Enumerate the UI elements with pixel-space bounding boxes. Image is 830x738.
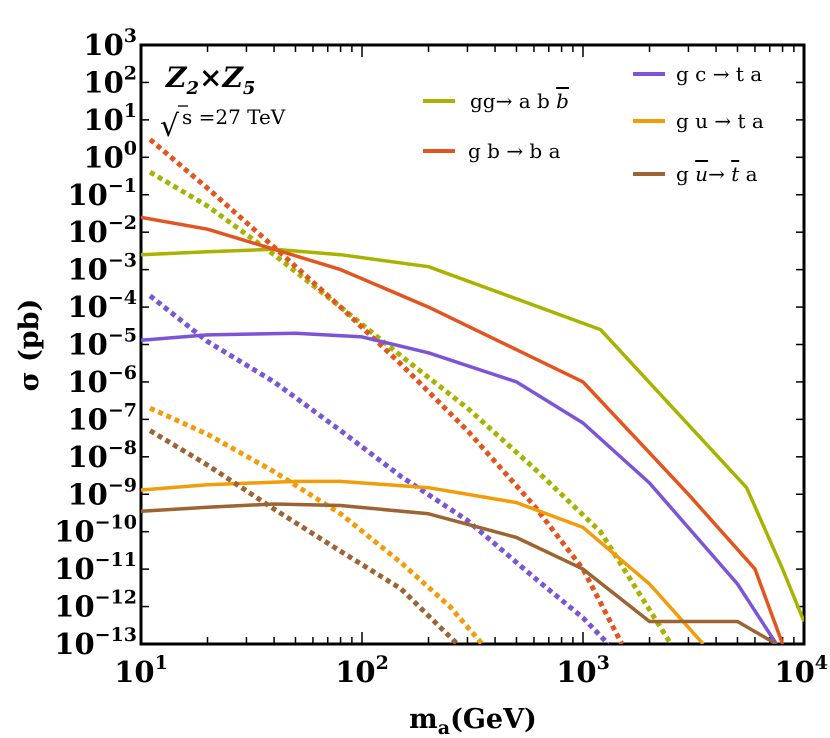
y-tick-labels: 10310210110010−110−210−310−410−510−610−7… [54, 25, 137, 661]
series-line-dotted [150, 431, 457, 644]
y-tick-label: 10−9 [68, 474, 138, 511]
y-tick-label: 10−5 [68, 325, 138, 362]
y-axis-title: σ (pb) [14, 299, 45, 392]
series-line-solid [141, 249, 804, 621]
legend-label: g b → b a [468, 139, 561, 163]
y-tick-label: 10−7 [68, 399, 138, 436]
y-tick-label: 10−8 [68, 437, 138, 474]
model-annotation: Z2×Z5 [165, 61, 255, 99]
x-axis-title: ma(GeV) [409, 704, 537, 738]
series-line-solid [141, 504, 776, 644]
energy-annotation: s =27 TeV [182, 105, 286, 129]
y-tick-label: 10−1 [68, 175, 138, 212]
y-tick-label: 10−2 [68, 212, 138, 249]
legend-label: g c → t a [676, 62, 762, 86]
x-tick-label: 102 [335, 652, 389, 689]
minor-ticks [141, 45, 804, 644]
x-tick-label: 103 [556, 652, 610, 689]
x-tick-labels: 101 102 103 104 [114, 652, 828, 689]
y-tick-label: 10−10 [54, 512, 137, 549]
series-line-dotted [150, 408, 482, 644]
y-tick-label: 10−4 [68, 287, 138, 324]
plot-frame [141, 45, 804, 644]
y-tick-label: 10−6 [68, 362, 138, 399]
y-tick-label: 10−11 [54, 549, 137, 586]
series-line-solid [141, 217, 783, 644]
y-tick-label: 103 [83, 25, 137, 62]
legend-label: g u → t a [676, 109, 764, 133]
chart: 10310210110010−110−210−310−410−510−610−7… [0, 0, 830, 738]
y-tick-label: 102 [83, 62, 137, 99]
series-layer [141, 140, 804, 645]
x-tick-label: 104 [774, 652, 828, 689]
legend-label: gg→ a b b [470, 89, 569, 113]
legend: gg→ a b b g b → b a g c → t a g u → t a g u→… [423, 62, 764, 186]
y-tick-label: 101 [83, 100, 137, 137]
y-tick-label: 10−12 [54, 587, 137, 624]
y-tick-label: 100 [83, 137, 137, 174]
x-tick-label: 101 [114, 652, 168, 689]
y-tick-label: 10−3 [68, 250, 138, 287]
sqrt-symbol: √ [160, 109, 180, 144]
legend-label: g u→ t a [676, 162, 758, 186]
